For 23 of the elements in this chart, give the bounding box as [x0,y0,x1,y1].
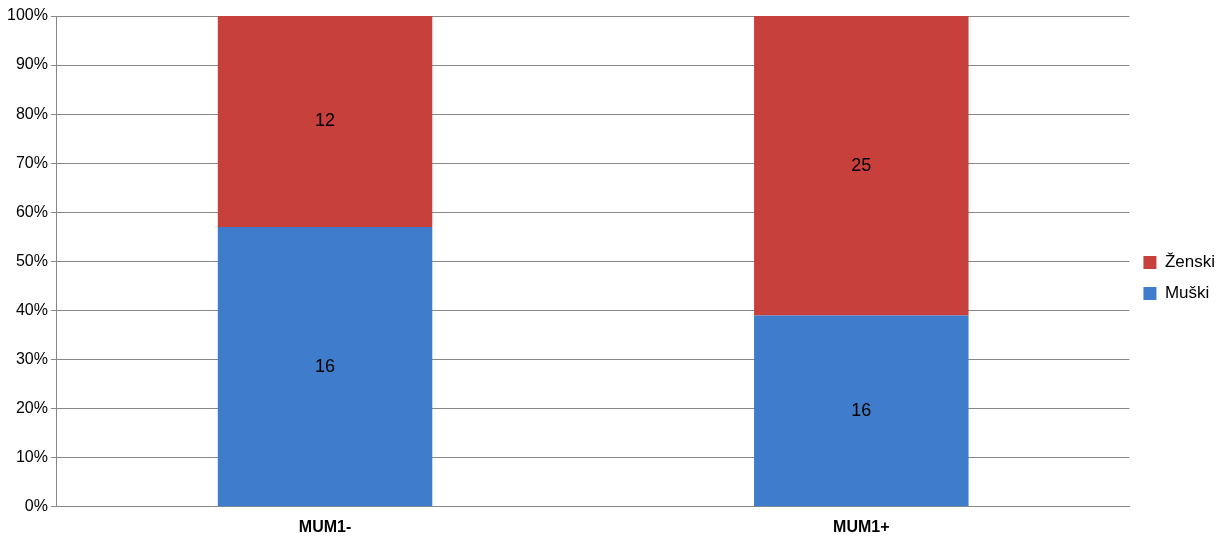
bar [217,227,433,507]
y-tick-label: 90% [15,55,48,73]
bar [217,16,433,228]
annotation: 12 [315,110,336,131]
y-tick-label: 50% [15,251,48,269]
y-tick-label: 60% [15,202,48,220]
bar [754,16,969,316]
annotation: 25 [851,154,872,175]
annotation: 16 [851,399,872,420]
y-tick-label: 70% [15,153,48,171]
x-tick-label: MUM1- [298,517,352,535]
y-tick-label: 0% [24,497,48,515]
legend-label: Ženski [1164,252,1216,272]
y-tick-label: 30% [15,349,48,367]
y-tick-label: 100% [7,6,48,24]
y-tick-label: 20% [15,399,48,417]
x-tick-label: MUM1+ [833,517,890,535]
annotation: 16 [315,355,336,376]
bar [754,315,969,507]
y-tick-label: 10% [15,448,48,466]
y-tick-label: 80% [15,104,48,122]
y-tick-label: 40% [15,300,48,318]
legend-label: Muški [1164,283,1210,303]
